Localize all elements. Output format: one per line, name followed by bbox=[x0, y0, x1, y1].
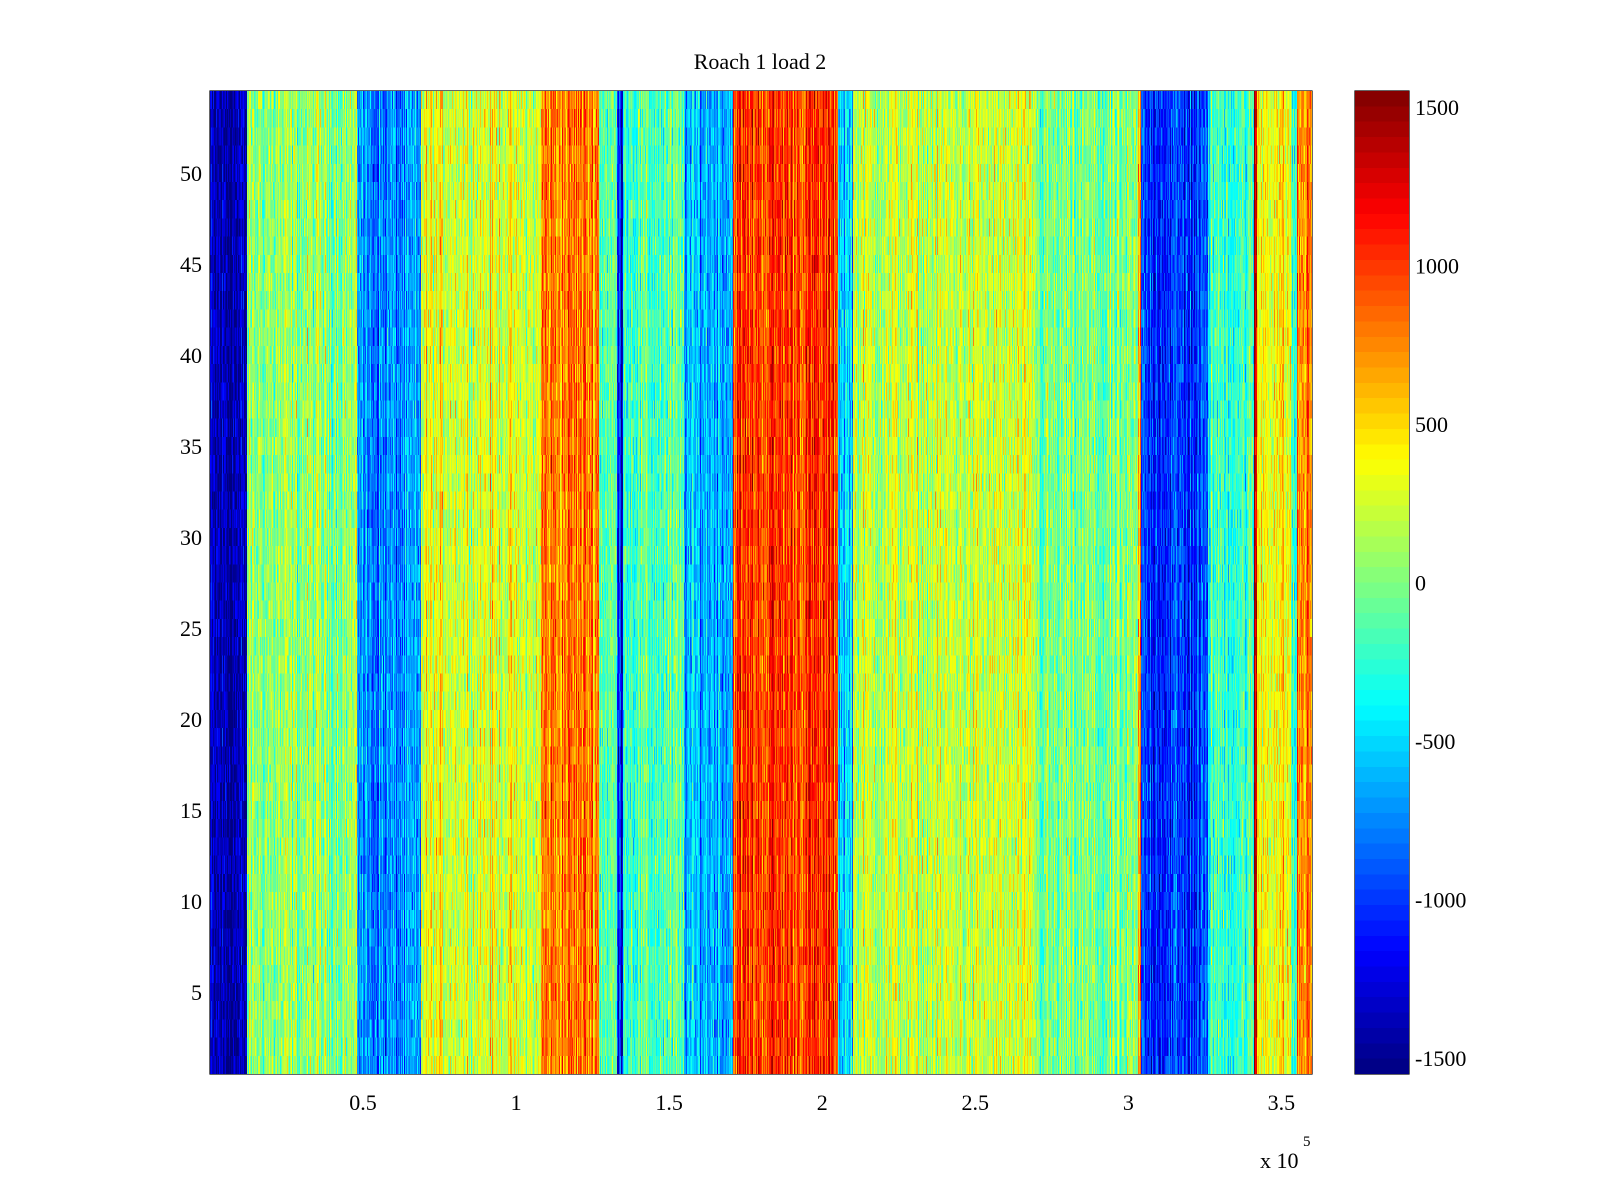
y-axis: 5 10 15 20 25 30 35 40 45 50 bbox=[180, 161, 1312, 1005]
x-tick-label: 1.5 bbox=[655, 1090, 683, 1115]
colorbar-tick-label: -1000 bbox=[1415, 888, 1466, 913]
chart-title: Roach 1 load 2 bbox=[694, 49, 827, 74]
x-exponent-base: x 10 bbox=[1260, 1148, 1299, 1173]
x-exponent-power: 5 bbox=[1303, 1134, 1311, 1150]
x-tick-label: 1 bbox=[511, 1090, 522, 1115]
y-tick-label: 30 bbox=[180, 525, 202, 550]
y-tick-label: 45 bbox=[180, 252, 202, 277]
y-tick-label: 35 bbox=[180, 434, 202, 459]
colorbar-tick-label: -500 bbox=[1415, 729, 1455, 754]
colorbar-axis: 1500 1000 500 0 -500 -1000 -1500 bbox=[1355, 95, 1466, 1071]
heatmap-image bbox=[210, 91, 1312, 1074]
y-tick-label: 10 bbox=[180, 889, 202, 914]
y-tick-label: 20 bbox=[180, 707, 202, 732]
x-tick-label: 2.5 bbox=[962, 1090, 990, 1115]
y-tick-label: 50 bbox=[180, 161, 202, 186]
colorbar-tick-label: 500 bbox=[1415, 412, 1448, 437]
colorbar-tick-label: 0 bbox=[1415, 571, 1426, 596]
colorbar-gradient bbox=[1355, 91, 1409, 1074]
y-tick-label: 5 bbox=[191, 980, 202, 1005]
x-tick-label: 3 bbox=[1123, 1090, 1134, 1115]
colorbar-tick-label: -1500 bbox=[1415, 1046, 1466, 1071]
y-tick-label: 15 bbox=[180, 798, 202, 823]
colorbar-tick-label: 1000 bbox=[1415, 253, 1459, 278]
y-tick-label: 40 bbox=[180, 343, 202, 368]
y-tick-label: 25 bbox=[180, 616, 202, 641]
x-tick-label: 0.5 bbox=[349, 1090, 377, 1115]
x-tick-label: 2 bbox=[817, 1090, 828, 1115]
colorbar-tick-label: 1500 bbox=[1415, 95, 1459, 120]
x-tick-label: 3.5 bbox=[1268, 1090, 1296, 1115]
